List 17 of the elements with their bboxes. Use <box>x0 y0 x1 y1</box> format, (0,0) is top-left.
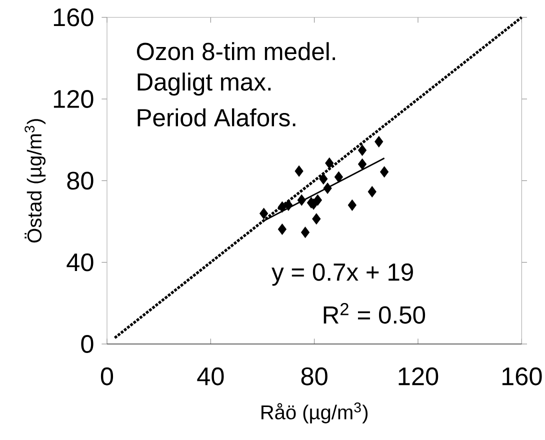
y-tick-label: 0 <box>81 335 94 353</box>
x-tick-label: 120 <box>398 367 438 386</box>
annotation: y = 0.7x + 19 <box>272 263 413 286</box>
x-tick-label: 160 <box>502 367 542 386</box>
y-tick-label: 80 <box>67 172 94 190</box>
annotation: Period Alafors. <box>138 108 296 126</box>
y-tick-label: 160 <box>54 8 94 26</box>
x-tick-label: 0 <box>100 367 114 386</box>
annotation: R$^{2}$ = 0.50 <box>324 303 426 324</box>
x-tick-label: 40 <box>197 367 224 386</box>
y-tick-label: 120 <box>54 90 94 108</box>
y-tick-label: 40 <box>66 253 94 272</box>
y-axis-title: Östad (µg/m$^{3}$) <box>24 119 46 242</box>
x-axis-title: Råö (µg/m$^{3}$) <box>262 402 368 424</box>
x-tick-label: 80 <box>301 367 328 386</box>
annotation: Ozon 8-tim medel. <box>136 42 335 60</box>
annotation: Dagligt max. <box>138 72 271 96</box>
